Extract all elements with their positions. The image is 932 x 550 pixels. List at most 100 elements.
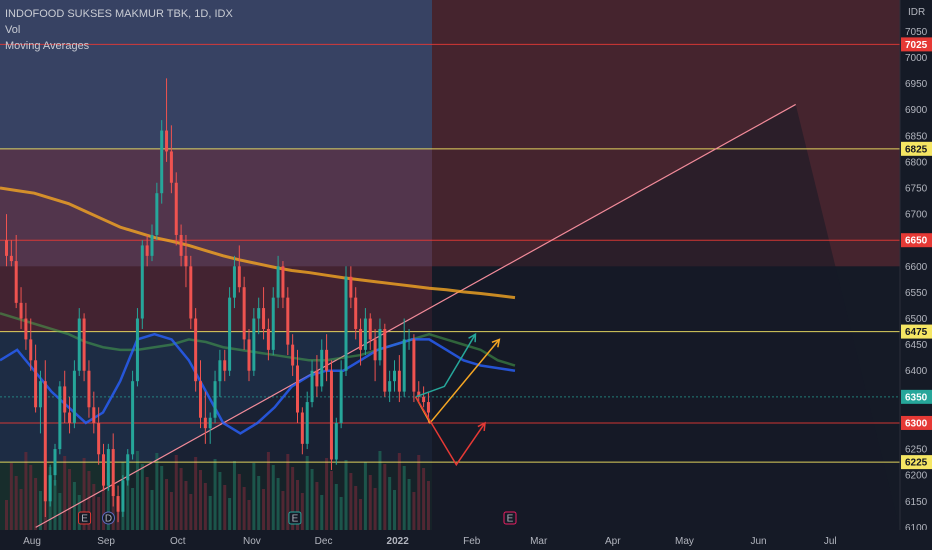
volume-bar — [9, 463, 13, 530]
time-tick-label: Nov — [243, 536, 261, 547]
volume-bar — [34, 478, 38, 530]
candle-body — [208, 417, 212, 429]
candle-body — [252, 318, 256, 371]
candle-body — [281, 266, 285, 298]
volume-bar — [189, 494, 193, 530]
event-marker[interactable] — [288, 511, 302, 525]
candle-body — [53, 449, 57, 476]
candle-body — [218, 360, 222, 382]
candle-body — [320, 349, 324, 387]
volume-bar — [208, 496, 212, 530]
candle-body — [203, 417, 207, 429]
volume-bar — [378, 451, 382, 530]
candle-body — [131, 381, 135, 455]
volume-bar — [97, 497, 101, 530]
moving-averages-indicator-label[interactable]: Moving Averages — [5, 40, 90, 52]
candle-body — [373, 339, 377, 361]
candle-body — [77, 318, 81, 371]
volume-bar — [315, 482, 319, 530]
projection-path[interactable] — [415, 396, 486, 467]
price-tick-label: 6850 — [905, 131, 928, 142]
moving-average-line — [0, 312, 516, 367]
price-tick-label: 6400 — [905, 366, 928, 377]
price-level-tag[interactable] — [901, 233, 932, 248]
candle-body — [135, 318, 139, 382]
volume-bar — [194, 457, 198, 530]
volume-bar — [417, 455, 421, 530]
candle-body — [169, 151, 173, 183]
time-tick-label: Oct — [170, 536, 186, 547]
price-level-tag[interactable] — [901, 324, 932, 339]
volume-bar — [174, 455, 178, 530]
candle-body — [58, 386, 62, 450]
candle-body — [286, 297, 290, 345]
price-level-tag-label: 6475 — [905, 327, 928, 338]
candle-body — [291, 344, 295, 366]
volume-bar — [305, 456, 309, 530]
candle-body — [296, 365, 299, 413]
price-level-tag-label: 6350 — [905, 392, 928, 403]
volume-bar — [228, 498, 232, 530]
chart-legend: INDOFOOD SUKSES MAKMUR TBK, 1D, IDX Vol … — [5, 6, 233, 54]
candle-body — [48, 475, 52, 502]
volume-bar — [165, 479, 169, 530]
price-level-tag-label: 6825 — [905, 144, 928, 155]
candle-body — [160, 130, 164, 194]
volume-bar — [131, 488, 135, 530]
candle-body — [262, 308, 266, 329]
candle-body — [232, 266, 236, 298]
volume-bar — [63, 456, 67, 530]
volume-bar — [38, 491, 42, 530]
candle-body — [140, 245, 144, 319]
candle-body — [68, 412, 72, 423]
candle-body — [412, 339, 416, 392]
candle-body — [174, 182, 178, 235]
volume-bar — [291, 467, 295, 530]
ascending-trendline[interactable] — [35, 103, 796, 528]
candle-body — [334, 422, 338, 460]
candle-body — [228, 297, 232, 371]
price-level-tag[interactable] — [901, 141, 932, 156]
price-level-tag[interactable] — [901, 389, 932, 404]
event-marker[interactable] — [78, 511, 92, 525]
price-level-tag[interactable] — [901, 415, 932, 430]
volume-bar — [24, 452, 28, 530]
volume-indicator-label[interactable]: Vol — [5, 24, 21, 36]
candle-body — [247, 339, 251, 371]
candle-body — [97, 422, 101, 455]
volume-bar — [344, 460, 348, 530]
volume-bar — [199, 470, 202, 530]
event-marker[interactable] — [503, 511, 517, 525]
volume-bar — [5, 500, 8, 530]
time-tick-label: 2022 — [387, 536, 410, 547]
candle-body — [199, 381, 202, 418]
candle-body — [92, 407, 96, 423]
price-tick-label: 6100 — [905, 523, 928, 534]
time-tick-label: Apr — [605, 536, 621, 547]
volume-bar — [422, 468, 426, 530]
event-marker-label: E — [507, 514, 514, 525]
price-level-tag[interactable] — [901, 37, 932, 52]
candle-body — [339, 370, 343, 423]
symbol-title[interactable]: INDOFOOD SUKSES MAKMUR TBK, 1D, IDX — [5, 8, 233, 20]
volume-bar — [354, 486, 358, 530]
volume-bar — [276, 478, 280, 530]
projection-path[interactable] — [415, 333, 477, 398]
candle-body — [5, 240, 8, 256]
time-tick-label: Jul — [824, 536, 837, 547]
volume-bar — [53, 480, 57, 530]
candle-body — [111, 449, 115, 497]
candle-body — [300, 412, 304, 444]
price-tick-label: 6450 — [905, 340, 928, 351]
price-level-tag[interactable] — [901, 455, 932, 470]
time-tick-label: May — [675, 536, 694, 547]
event-marker[interactable] — [101, 511, 115, 525]
candle-body — [223, 360, 227, 371]
volume-bar — [223, 485, 227, 530]
volume-bar — [402, 466, 406, 530]
currency-label: IDR — [908, 7, 925, 18]
volume-bar — [363, 462, 367, 530]
volume-bar — [257, 476, 261, 530]
volume-bar — [203, 483, 207, 530]
